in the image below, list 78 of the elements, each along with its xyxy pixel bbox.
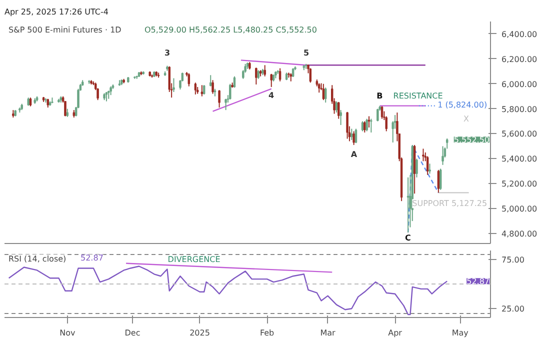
text: RSI (14, close) [8, 254, 66, 264]
annotation: C [404, 233, 411, 242]
candlestick [366, 118, 368, 132]
candlestick [318, 82, 320, 94]
candlestick [255, 67, 258, 85]
text: Apr 25, 2025 17:26 UTC-4 [4, 8, 108, 16]
candlestick [338, 101, 340, 120]
candlestick [350, 128, 353, 140]
candlestick [376, 108, 379, 122]
annotation: X [463, 114, 470, 124]
y-tick-label: 4,800.00 [502, 230, 538, 239]
candlestick [105, 91, 108, 102]
x-tick-label: May [452, 328, 469, 338]
text: S&P 500 E-mini Futures · 1D [8, 26, 122, 34]
candlestick [172, 78, 175, 92]
candlestick [416, 158, 418, 178]
candlestick [442, 146, 444, 166]
candlestick [270, 73, 272, 88]
candlestick [385, 116, 388, 132]
y-tick-label: 25.00 [502, 304, 524, 314]
candlestick [278, 68, 282, 82]
x-tick-label: Feb [260, 328, 274, 338]
annotation: 3 [164, 48, 170, 58]
x-tick-label: 2025 [190, 328, 210, 338]
candlestick [340, 110, 342, 126]
candlestick [354, 128, 358, 144]
annotation: A [350, 150, 358, 160]
annotation: 5 [304, 48, 310, 58]
y-tick-label: 5,400.00 [502, 154, 538, 164]
candlestick [422, 148, 424, 162]
candlestick [426, 156, 429, 176]
y-tick-label: 6,400.00 [502, 30, 538, 39]
candlestick [428, 163, 431, 174]
candlestick [370, 118, 372, 133]
candlestick [439, 168, 442, 190]
candlestick [229, 83, 232, 100]
annotation: 5,552.50 [454, 136, 490, 145]
y-tick-label: 5,600.00 [502, 130, 538, 139]
candlestick [335, 100, 338, 114]
annotation: DIVERGENCE [168, 255, 220, 264]
candlestick [324, 87, 327, 104]
candlestick [188, 72, 190, 87]
annotation: SUPPORT 5,127.25 [412, 199, 488, 208]
candlestick [361, 120, 364, 132]
text: O5,529.00 H5,562.25 L5,480.25 C5,552.50 [144, 26, 317, 34]
candlestick [200, 84, 204, 97]
candlestick [212, 80, 214, 94]
candlestick [64, 100, 66, 117]
candlestick [346, 111, 348, 140]
annotation: 1 (5,824.00) [438, 100, 488, 110]
candlestick [202, 84, 206, 95]
annotation: 4 [268, 90, 275, 100]
candlestick [352, 130, 355, 146]
annotation: 52.87 [466, 277, 490, 286]
annotation: 52.87 [80, 254, 104, 262]
y-tick-label: 5,800.00 [502, 104, 538, 114]
candlestick [380, 106, 384, 120]
x-tick-label: Apr [388, 328, 403, 338]
y-tick-label: 5,000.00 [502, 204, 538, 214]
x-tick-label: Nov [60, 328, 76, 338]
y-tick-label: 6,200.00 [502, 54, 538, 64]
annotation: RESISTANCE [393, 91, 443, 100]
candlestick [218, 90, 220, 108]
candlestick [437, 169, 440, 194]
x-tick-label: Dec [124, 328, 140, 338]
y-tick-label: 75.00 [502, 255, 524, 264]
x-tick-label: Mar [320, 328, 336, 338]
candlestick [264, 64, 266, 77]
annotation: B [376, 91, 383, 100]
candlestick [309, 68, 312, 84]
candlestick [368, 116, 370, 128]
candlestick [322, 83, 325, 101]
candlestick [210, 74, 212, 87]
y-tick-label: 6,000.00 [502, 80, 538, 89]
y-tick-label: 5,200.00 [502, 180, 538, 189]
candlestick [364, 120, 366, 133]
candlestick [194, 82, 197, 95]
line-series [8, 266, 448, 316]
